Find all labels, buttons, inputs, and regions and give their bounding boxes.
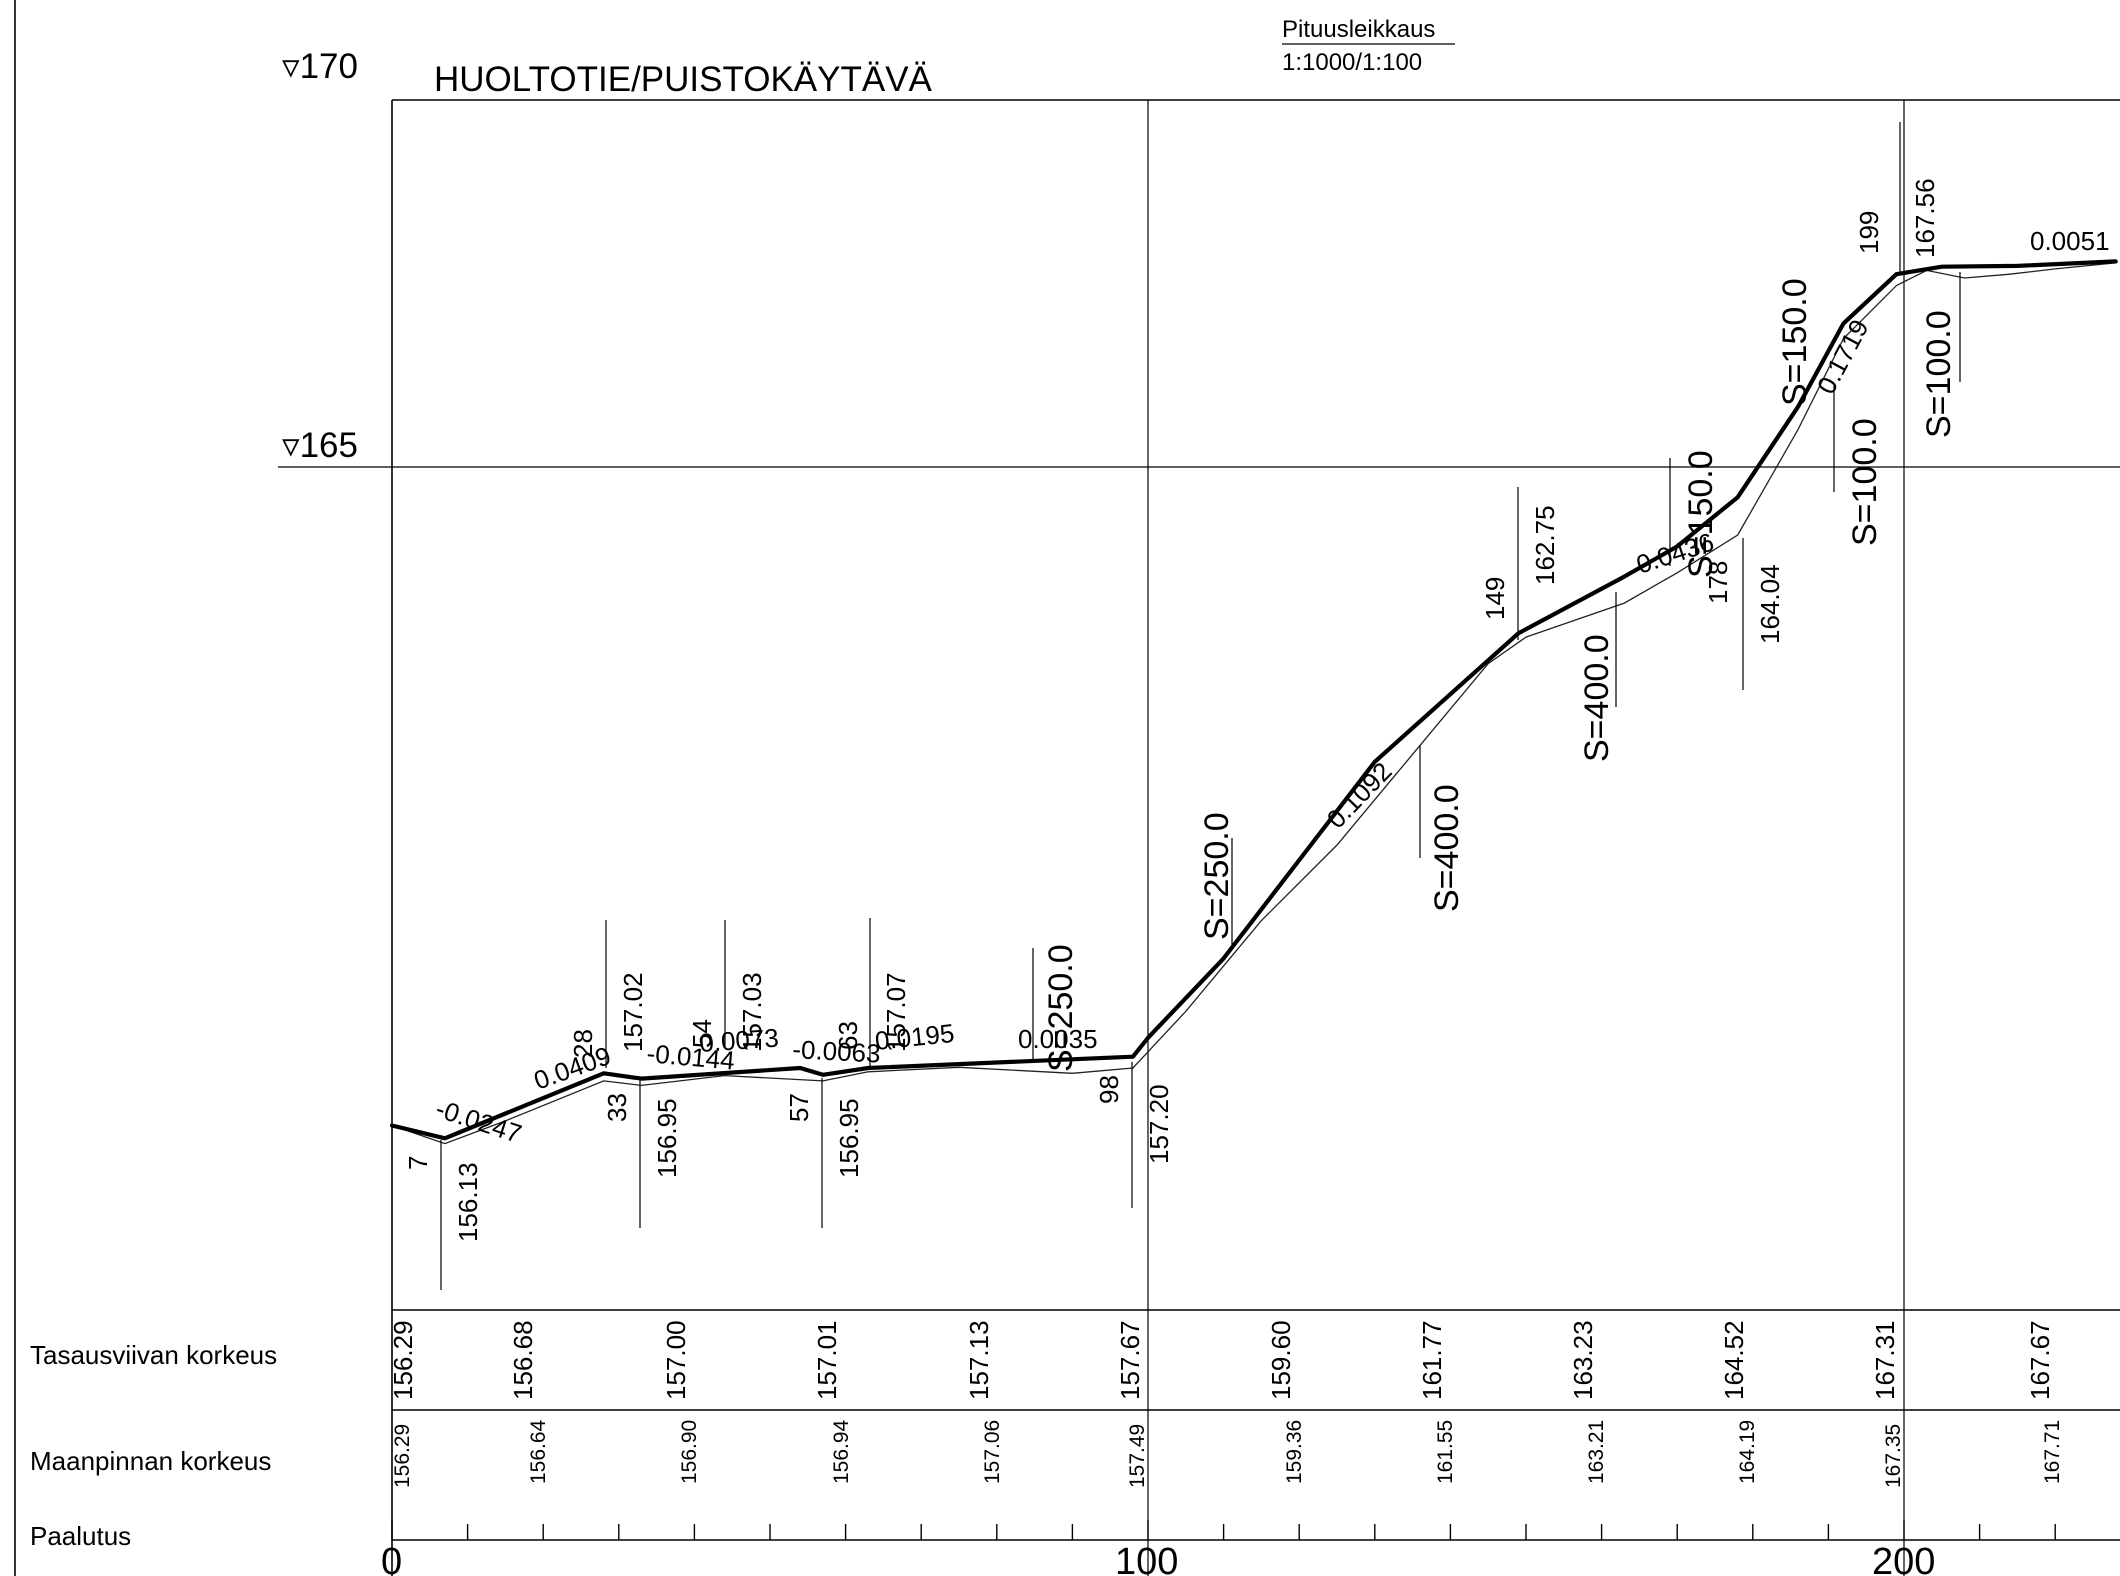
elev-label-63: 157.07	[881, 972, 911, 1052]
design-height-8: 163.23	[1568, 1320, 1598, 1400]
stamp-title: Pituusleikkaus	[1282, 16, 1435, 43]
design-grade-line	[389, 259, 2118, 1141]
station-label-199: 199	[1854, 211, 1884, 254]
chainage-ticks	[391, 1520, 2056, 1540]
grade-label-10: 0.1719	[1811, 315, 1875, 399]
design-height-1: 156.68	[508, 1320, 538, 1400]
elev-label-33: 156.95	[652, 1098, 682, 1178]
ground-height-8: 163.21	[1585, 1420, 1608, 1484]
break-markers	[440, 122, 1961, 1290]
design-height-row: 156.29 156.68 157.00 157.01 157.13 157.6…	[388, 1320, 2055, 1400]
station-label-57: 57	[784, 1093, 814, 1122]
design-height-11: 167.67	[2025, 1320, 2055, 1400]
break-elevation-labels: 156.13 157.02 156.95 157.03 156.95 157.0…	[453, 178, 1940, 1242]
design-height-3: 157.01	[812, 1320, 842, 1400]
station-label-98: 98	[1094, 1075, 1124, 1104]
design-height-2: 157.00	[661, 1320, 691, 1400]
ground-height-6: 159.36	[1283, 1420, 1306, 1484]
curve-label-4: S=400.0	[1578, 634, 1616, 762]
ground-surface-line	[391, 262, 2116, 1145]
elev-label-149: 162.75	[1530, 505, 1560, 585]
design-height-7: 161.77	[1417, 1320, 1447, 1400]
ground-height-1: 156.64	[527, 1419, 550, 1484]
elevation-ref-165: ▿165	[282, 426, 358, 465]
drawing-title: HUOLTOTIE/PUISTOKÄYTÄVÄ	[434, 60, 933, 99]
ground-height-2: 156.90	[678, 1420, 701, 1484]
ground-height-3: 156.94	[830, 1419, 853, 1484]
row-label-chainage: Paalutus	[30, 1521, 131, 1551]
chainage-label-0: 0	[381, 1541, 402, 1576]
stamp-scale: 1:1000/1:100	[1282, 49, 1422, 76]
station-label-7: 7	[403, 1156, 433, 1170]
design-height-10: 167.31	[1870, 1320, 1900, 1400]
station-label-63: 63	[833, 1021, 863, 1050]
elev-label-28: 157.02	[618, 972, 648, 1052]
grade-labels: -0.0247 0.0409 -0.0144 0.0073 -0.0063 0.…	[432, 226, 2109, 1149]
row-label-ground-height: Maanpinnan korkeus	[30, 1446, 271, 1476]
chainage-label-100: 100	[1115, 1541, 1178, 1576]
grade-label-11: 0.0051	[2030, 226, 2110, 256]
elev-label-199: 167.56	[1910, 178, 1940, 258]
curve-label-3: S=400.0	[1428, 784, 1466, 912]
curve-label-6: S=150.0	[1776, 278, 1814, 406]
elev-label-98: 157.20	[1144, 1084, 1174, 1164]
design-height-0: 156.29	[388, 1320, 418, 1400]
chainage-label-200: 200	[1872, 1541, 1935, 1576]
station-label-33: 33	[602, 1093, 632, 1122]
vertical-curve-labels: S=250.0 S=250.0 S=400.0 S=400.0 S=150.0 …	[1042, 278, 1958, 1072]
grade-label-4: 0.0073	[698, 1023, 779, 1058]
elev-label-57: 156.95	[834, 1098, 864, 1178]
station-label-28: 28	[568, 1029, 598, 1058]
design-height-5: 157.67	[1115, 1320, 1145, 1400]
break-station-labels: 7 28 33 54 57 63 98 149 178 199	[403, 211, 1884, 1170]
curve-label-2: S=250.0	[1198, 812, 1236, 940]
grade-label-5: -0.0063	[792, 1034, 882, 1069]
design-height-4: 157.13	[964, 1320, 994, 1400]
elevation-ref-170: ▿170	[282, 47, 358, 86]
elev-label-54: 157.03	[737, 972, 767, 1052]
ground-height-9: 164.19	[1736, 1420, 1759, 1484]
curve-label-1: S=250.0	[1042, 944, 1080, 1072]
curve-label-7: S=100.0	[1846, 418, 1884, 546]
ground-height-row: 156.29 156.64 156.90 156.94 157.06 157.4…	[391, 1419, 2064, 1488]
station-label-54: 54	[687, 1019, 717, 1048]
ground-height-5: 157.49	[1126, 1424, 1149, 1488]
curve-label-8: S=100.0	[1920, 310, 1958, 438]
ground-height-0: 156.29	[391, 1424, 414, 1488]
ground-height-10: 167.35	[1882, 1424, 1905, 1488]
ground-height-11: 167.71	[2041, 1420, 2064, 1484]
ground-height-7: 161.55	[1434, 1420, 1457, 1484]
elev-label-7: 156.13	[453, 1162, 483, 1242]
ground-height-4: 157.06	[981, 1420, 1004, 1484]
station-label-178: 178	[1703, 561, 1733, 604]
row-label-design-height: Tasausviivan korkeus	[30, 1340, 277, 1370]
grade-label-7: 0.0035	[1018, 1024, 1098, 1054]
design-height-9: 164.52	[1719, 1320, 1749, 1400]
elev-label-178: 164.04	[1755, 564, 1785, 644]
grade-label-1: -0.0247	[432, 1093, 525, 1149]
station-label-149: 149	[1480, 577, 1510, 620]
design-height-6: 159.60	[1266, 1320, 1296, 1400]
curve-label-5: S=150.0	[1682, 450, 1720, 578]
grade-label-8: 0.1092	[1321, 756, 1398, 834]
